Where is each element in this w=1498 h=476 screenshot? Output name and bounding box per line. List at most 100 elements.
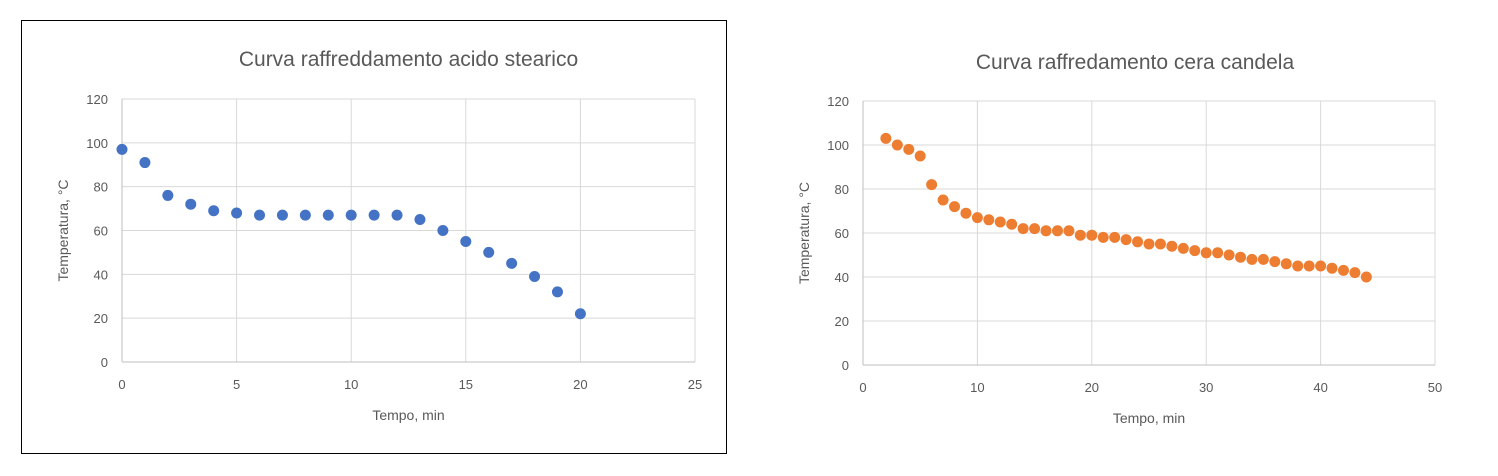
data-point [1235, 251, 1247, 263]
data-point [1166, 240, 1178, 252]
data-point [1143, 238, 1155, 250]
data-point [1315, 260, 1327, 272]
data-point [949, 201, 961, 213]
y-tick-label: 120 [86, 92, 108, 107]
y-tick-label: 0 [101, 355, 108, 370]
data-point [1120, 234, 1132, 246]
chart-cera-candela: Curva raffredamento cera candela 0 20 40 60 8… [780, 20, 1476, 454]
data-point [1040, 225, 1052, 237]
data-point [1006, 218, 1018, 230]
chart-acido-stearico-svg: Curva raffreddamento acido stearico 0 20 40… [55, 48, 702, 423]
y-tick-label: 20 [94, 311, 108, 326]
data-point [506, 257, 518, 269]
data-point [483, 246, 495, 258]
data-point [1017, 223, 1029, 235]
data-point [937, 194, 949, 206]
data-point [926, 179, 938, 191]
data-point [368, 209, 380, 221]
data-point [971, 212, 983, 224]
data-point [1086, 229, 1098, 241]
x-axis-title: Tempo, min [1113, 410, 1185, 426]
data-point [139, 157, 151, 169]
data-point [116, 143, 128, 155]
data-point [880, 132, 892, 144]
data-point [994, 216, 1006, 228]
data-point [1029, 223, 1041, 235]
data-point [1337, 264, 1349, 276]
data-point [1177, 242, 1189, 254]
x-tick-label: 0 [118, 377, 125, 392]
y-tick-label: 80 [835, 182, 849, 197]
data-point [914, 150, 926, 162]
x-tick-label: 40 [1313, 380, 1327, 395]
data-point [1326, 262, 1338, 274]
data-point [983, 214, 995, 226]
x-tick-label: 50 [1428, 380, 1442, 395]
chart-title: Curva raffreddamento acido stearico [239, 48, 578, 71]
data-point [891, 139, 903, 151]
chart-cera-candela-svg: Curva raffredamento cera candela 0 20 40 60 8… [796, 51, 1442, 426]
data-point [299, 209, 311, 221]
data-point [276, 209, 288, 221]
data-point [1074, 229, 1086, 241]
data-point [1212, 247, 1224, 259]
y-tick-label: 40 [94, 267, 108, 282]
x-tick-label: 20 [1085, 380, 1099, 395]
data-point [1097, 231, 1109, 243]
data-point [1280, 258, 1292, 270]
data-point [551, 286, 563, 298]
x-tick-label: 25 [688, 377, 702, 392]
y-tick-label: 0 [842, 358, 849, 373]
data-point [1063, 225, 1075, 237]
y-tick-label: 20 [835, 314, 849, 329]
data-point [574, 308, 586, 320]
data-point [903, 143, 915, 155]
data-point [1246, 253, 1258, 265]
x-tick-label: 30 [1199, 380, 1213, 395]
y-tick-label: 100 [86, 136, 108, 151]
x-tick-label: 20 [573, 377, 587, 392]
x-tick-label: 5 [233, 377, 240, 392]
data-point [1292, 260, 1304, 272]
y-tick-label: 60 [835, 226, 849, 241]
data-point [254, 209, 266, 221]
data-point [185, 198, 197, 210]
x-tick-label: 0 [859, 380, 866, 395]
y-axis-title: Temperatura, °C [55, 179, 71, 281]
data-point [1154, 238, 1166, 250]
x-tick-label: 10 [344, 377, 358, 392]
data-point [437, 225, 449, 236]
y-tick-label: 40 [835, 270, 849, 285]
y-tick-label: 80 [94, 180, 108, 195]
data-point [1269, 256, 1281, 268]
data-point [414, 214, 426, 226]
data-point [529, 271, 541, 283]
data-point [391, 209, 403, 221]
y-tick-label: 100 [827, 138, 849, 153]
data-point [1189, 245, 1201, 257]
y-axis-title: Temperatura, °C [796, 182, 812, 284]
data-point [1360, 271, 1372, 283]
data-point [345, 209, 357, 221]
data-point [1109, 231, 1121, 243]
data-point [1223, 249, 1235, 261]
data-point [322, 209, 334, 221]
y-tick-label: 120 [827, 94, 849, 109]
x-axis-title: Tempo, min [372, 407, 444, 423]
data-point [1303, 260, 1315, 272]
chart-title: Curva raffredamento cera candela [976, 51, 1295, 74]
x-tick-label: 15 [459, 377, 473, 392]
chart-acido-stearico: Curva raffreddamento acido stearico 0 20 40… [21, 20, 727, 454]
data-point [231, 207, 243, 219]
data-point [208, 205, 220, 217]
data-point [1200, 247, 1212, 259]
data-point [1257, 253, 1269, 265]
data-point [1132, 236, 1144, 248]
data-point [460, 235, 472, 247]
y-tick-label: 60 [94, 224, 108, 239]
data-point [960, 207, 972, 219]
data-point [1051, 225, 1063, 237]
data-point [162, 189, 174, 201]
data-point [1349, 267, 1361, 279]
x-tick-label: 10 [970, 380, 984, 395]
